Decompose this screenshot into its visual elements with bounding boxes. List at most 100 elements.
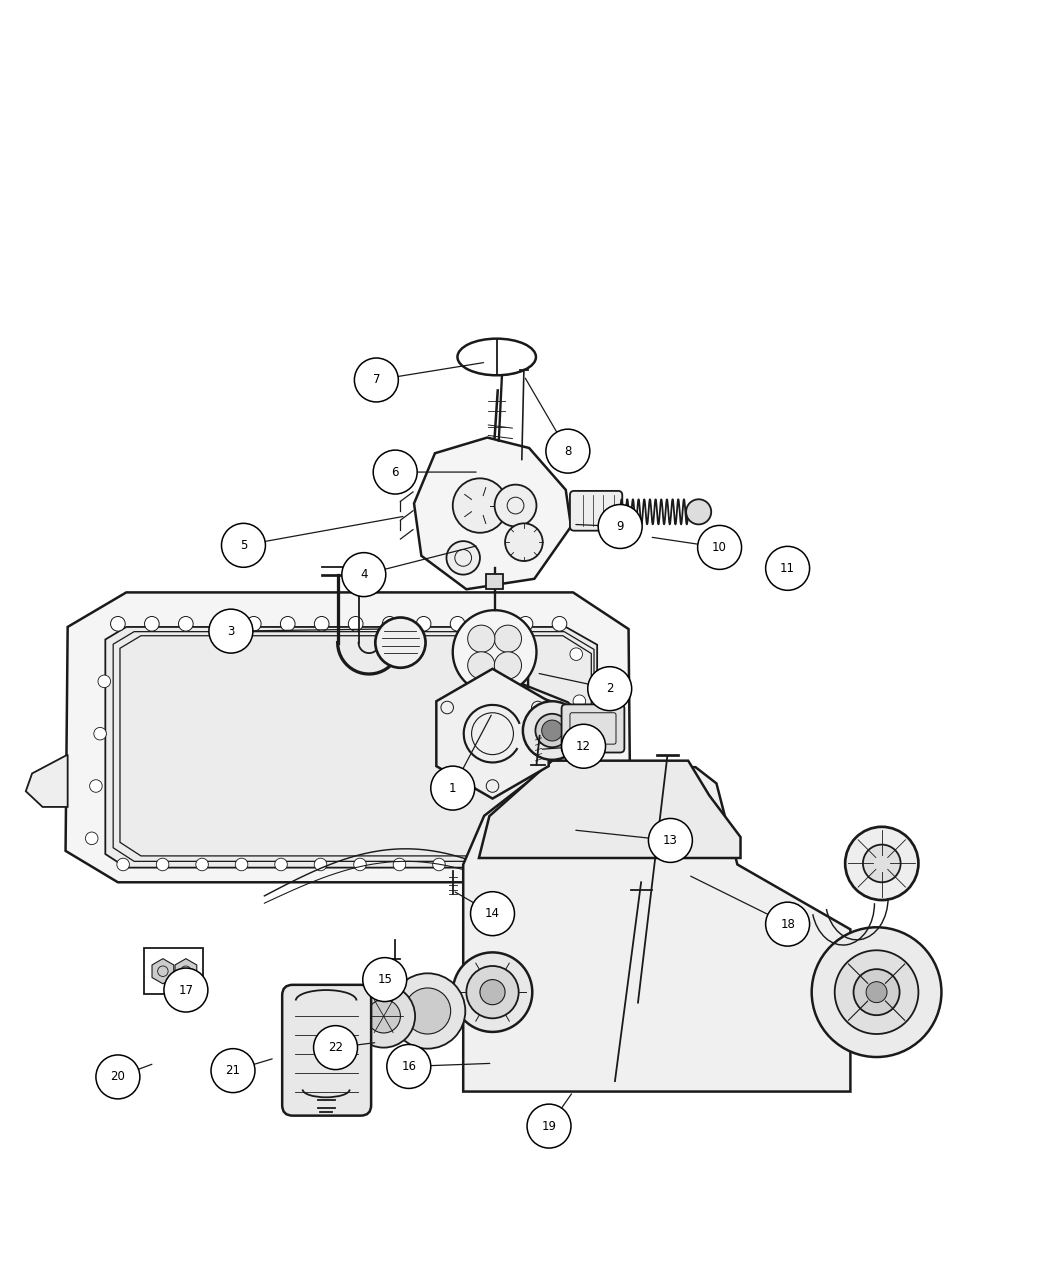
Circle shape: [812, 927, 942, 1056]
Text: 12: 12: [576, 739, 591, 753]
Circle shape: [466, 966, 519, 1018]
Polygon shape: [479, 761, 741, 858]
Circle shape: [576, 742, 589, 755]
Circle shape: [519, 616, 533, 631]
Circle shape: [588, 666, 631, 711]
Circle shape: [511, 858, 524, 871]
Circle shape: [179, 616, 194, 631]
Circle shape: [373, 450, 418, 494]
Text: 3: 3: [227, 624, 235, 638]
Text: 13: 13: [663, 834, 677, 847]
Circle shape: [523, 701, 582, 760]
Circle shape: [196, 858, 208, 871]
Circle shape: [390, 973, 465, 1049]
Circle shape: [387, 1045, 430, 1088]
Circle shape: [157, 858, 169, 871]
Text: 19: 19: [542, 1119, 557, 1133]
Text: 21: 21: [225, 1064, 241, 1077]
Circle shape: [209, 609, 252, 654]
Circle shape: [866, 982, 887, 1003]
Circle shape: [494, 485, 537, 527]
Circle shape: [315, 616, 329, 631]
Circle shape: [573, 694, 586, 707]
Circle shape: [363, 958, 407, 1001]
Circle shape: [468, 652, 494, 679]
Circle shape: [863, 844, 901, 883]
Polygon shape: [26, 755, 67, 807]
Circle shape: [494, 652, 522, 679]
Circle shape: [94, 728, 106, 741]
Polygon shape: [486, 573, 503, 590]
Text: 7: 7: [372, 373, 380, 386]
Text: 10: 10: [712, 541, 727, 554]
Circle shape: [367, 999, 401, 1033]
Text: 11: 11: [781, 561, 795, 574]
Circle shape: [393, 858, 406, 871]
Circle shape: [470, 891, 514, 936]
Circle shape: [562, 724, 606, 769]
Polygon shape: [105, 627, 598, 867]
Text: 1: 1: [449, 781, 457, 794]
Circle shape: [697, 526, 742, 569]
Circle shape: [834, 950, 918, 1033]
FancyBboxPatch shape: [144, 948, 203, 994]
Circle shape: [845, 826, 918, 900]
Circle shape: [211, 1049, 255, 1092]
Text: 14: 14: [485, 907, 500, 920]
FancyBboxPatch shape: [562, 705, 625, 752]
Circle shape: [405, 987, 450, 1033]
Circle shape: [472, 858, 485, 871]
Text: 5: 5: [240, 538, 247, 551]
Circle shape: [353, 858, 366, 871]
Text: 4: 4: [360, 568, 367, 581]
Circle shape: [376, 618, 426, 668]
Text: 8: 8: [564, 445, 571, 458]
Circle shape: [450, 616, 465, 631]
Text: 18: 18: [781, 917, 795, 931]
Text: 17: 17: [179, 984, 194, 996]
Polygon shape: [151, 959, 174, 984]
Polygon shape: [65, 592, 630, 883]
Circle shape: [352, 985, 416, 1048]
Circle shape: [599, 504, 642, 549]
Circle shape: [542, 720, 563, 741]
Circle shape: [348, 616, 363, 631]
Circle shape: [315, 858, 327, 871]
Polygon shape: [463, 767, 850, 1091]
Circle shape: [110, 616, 125, 631]
Circle shape: [417, 616, 431, 631]
Circle shape: [527, 1104, 571, 1149]
Text: 16: 16: [401, 1060, 417, 1073]
Circle shape: [281, 616, 295, 631]
Circle shape: [430, 766, 474, 810]
Circle shape: [546, 430, 590, 473]
Circle shape: [452, 478, 507, 533]
Polygon shape: [175, 959, 197, 984]
Circle shape: [484, 616, 499, 631]
Circle shape: [85, 833, 98, 844]
Polygon shape: [414, 437, 571, 590]
Circle shape: [551, 858, 564, 871]
Circle shape: [505, 523, 543, 561]
Circle shape: [144, 616, 159, 631]
Circle shape: [535, 714, 569, 747]
Circle shape: [275, 858, 287, 871]
Circle shape: [583, 836, 595, 849]
Circle shape: [446, 541, 480, 574]
Circle shape: [117, 858, 129, 871]
Circle shape: [89, 780, 102, 792]
Circle shape: [355, 358, 399, 402]
Circle shape: [648, 819, 692, 862]
FancyBboxPatch shape: [282, 985, 371, 1115]
Text: 9: 9: [616, 521, 624, 533]
FancyBboxPatch shape: [570, 491, 623, 531]
Circle shape: [452, 610, 537, 694]
Circle shape: [222, 523, 265, 568]
Circle shape: [494, 625, 522, 652]
Circle shape: [98, 675, 110, 688]
Circle shape: [236, 858, 248, 871]
Circle shape: [432, 858, 445, 871]
Circle shape: [452, 953, 532, 1032]
Circle shape: [580, 789, 592, 802]
Polygon shape: [437, 669, 549, 798]
